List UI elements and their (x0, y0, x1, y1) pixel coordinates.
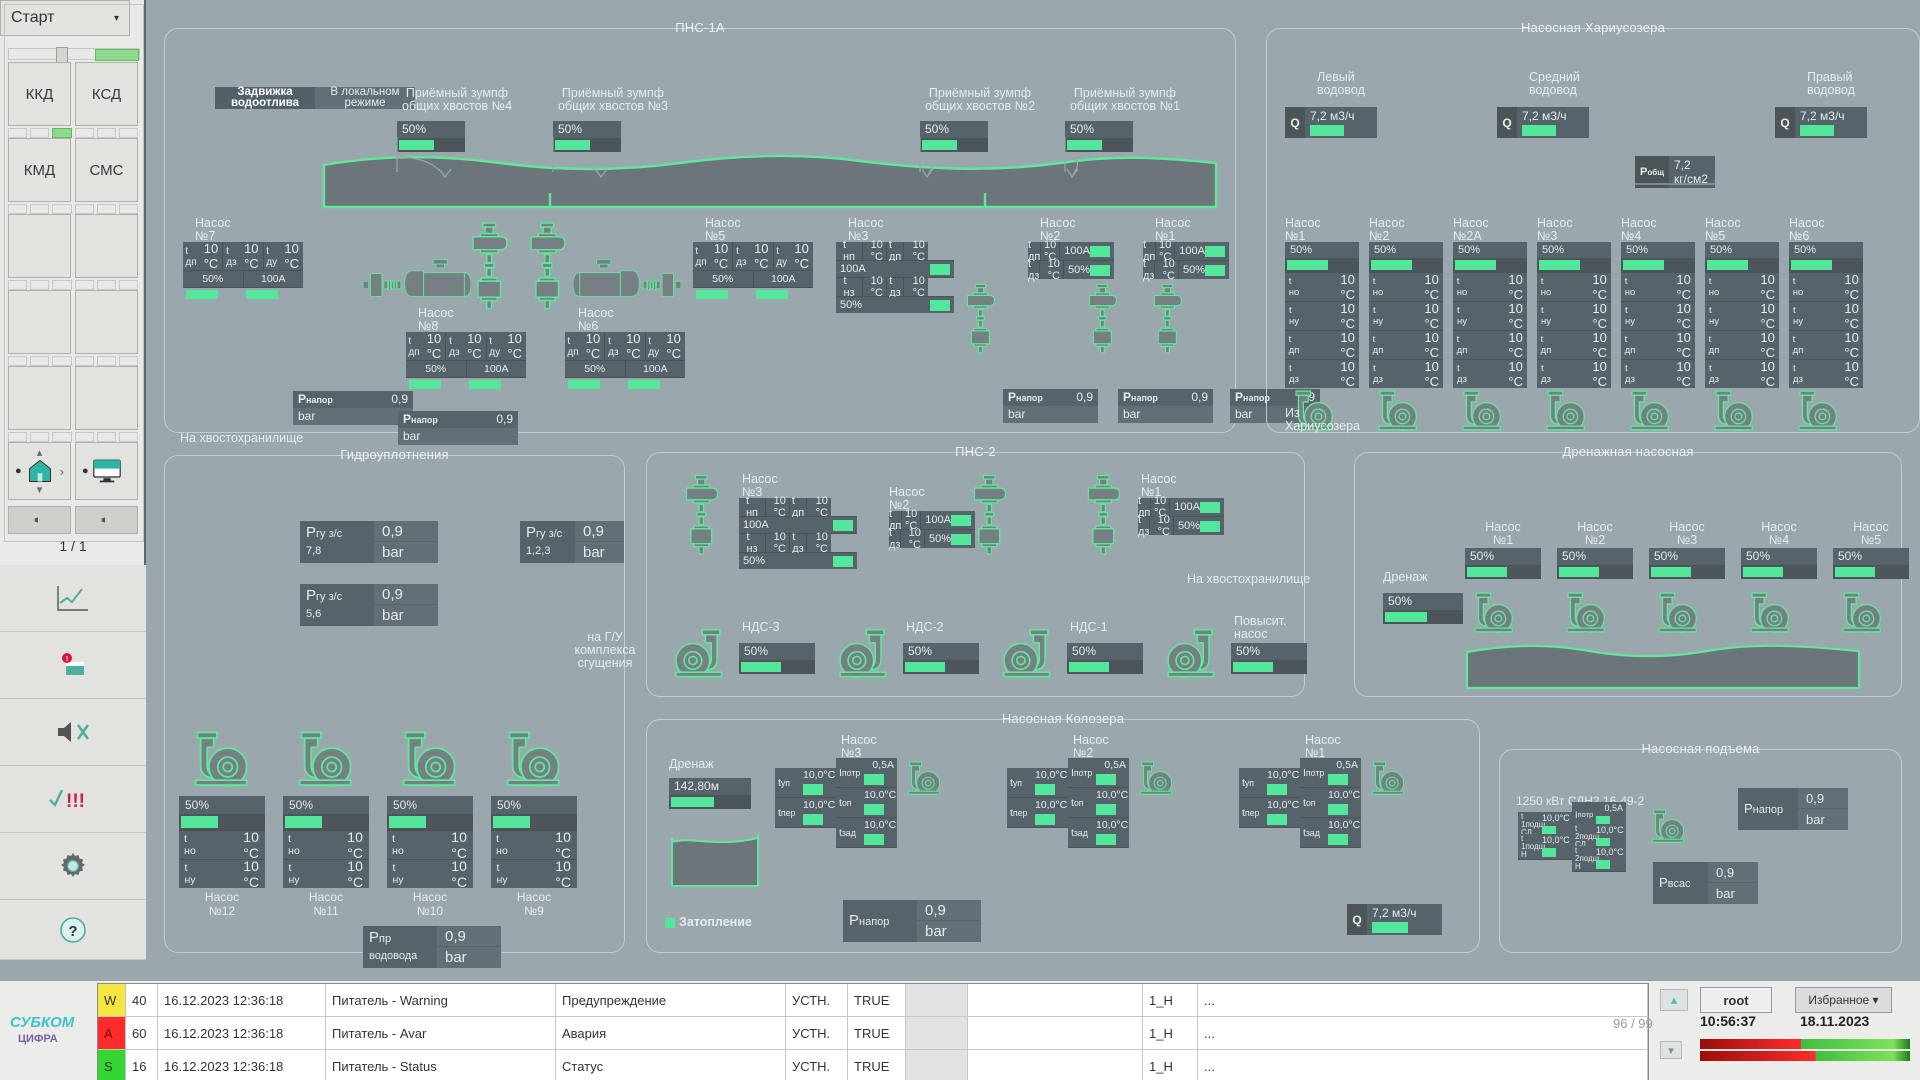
svg-text:!: ! (66, 656, 68, 663)
svg-text:ЦИФРА: ЦИФРА (18, 1033, 58, 1045)
svg-text:!!!: !!! (66, 791, 85, 810)
svg-text:?: ? (68, 923, 77, 940)
svg-text:СУБКОМ: СУБКОМ (10, 1014, 75, 1031)
